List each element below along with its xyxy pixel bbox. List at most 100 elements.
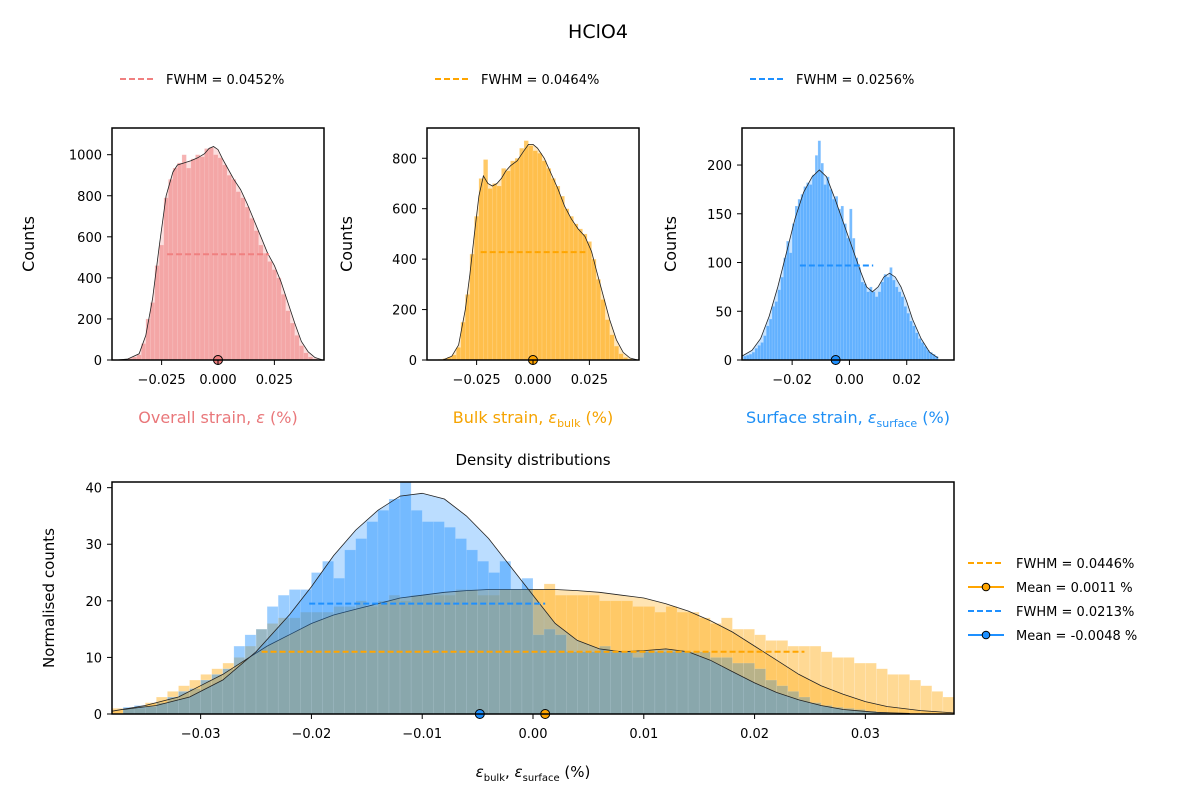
histogram-bar-bulk xyxy=(754,634,766,714)
y-tick-label: 400 xyxy=(392,253,417,268)
kde-line-bulk xyxy=(112,589,954,714)
density-title: Density distributions xyxy=(455,451,610,469)
histogram-bar-surface xyxy=(676,651,689,714)
x-tick-label: −0.025 xyxy=(453,373,501,388)
y-tick-label: 200 xyxy=(392,304,417,319)
y-tick-label: 800 xyxy=(392,152,417,167)
histogram-bar-surface xyxy=(344,549,356,714)
x-tick-label: 0.03 xyxy=(851,727,880,742)
y-tick-label: 200 xyxy=(77,313,102,328)
histogram-bar-bulk xyxy=(112,708,124,714)
histogram-bar-bulk xyxy=(776,640,789,714)
histogram-bar-bulk xyxy=(568,216,574,360)
histogram-bar-bulk xyxy=(931,691,944,714)
histogram-bar-surface xyxy=(577,651,589,714)
histogram-bar-bulk xyxy=(599,600,611,714)
bulk-xlabel: Bulk strain, εbulk (%) xyxy=(453,408,614,430)
y-tick-label: 10 xyxy=(85,651,102,666)
legend-label: Mean = 0.0011 % xyxy=(1016,581,1133,596)
x-tick-label: 0.025 xyxy=(571,373,608,388)
x-tick-label: −0.01 xyxy=(402,727,442,742)
histogram-bar-overall xyxy=(226,174,232,360)
y-tick-label: 1000 xyxy=(69,149,102,164)
histogram-bar-bulk xyxy=(942,696,954,714)
panel-bulk-plot-area xyxy=(438,140,637,360)
histogram-bar-surface xyxy=(167,696,179,714)
histogram-bar-surface xyxy=(444,527,456,714)
bulk-strain-chart: −0.025 0.000 0.025 0 200 400 600 800 Counts xyxy=(337,127,640,388)
x-tick-label: −0.02 xyxy=(772,373,812,388)
histogram-bar-surface xyxy=(133,705,146,714)
panel-density-plot-area xyxy=(112,482,954,714)
panel-surface-axes-frame xyxy=(741,127,955,361)
y-axis-label: Counts xyxy=(661,216,680,272)
histogram-bar-bulk xyxy=(909,679,922,714)
y-tick-label: 150 xyxy=(707,208,732,223)
x-tick-label: −0.025 xyxy=(138,373,186,388)
y-tick-label: 100 xyxy=(707,257,732,272)
y-tick-label: 0 xyxy=(724,354,732,369)
surface-strain-chart: −0.02 0.00 0.02 0 50 100 150 200 Counts xyxy=(661,127,955,388)
y-tick-label: 50 xyxy=(715,305,732,320)
legend-bulk: FWHM = 0.0464% xyxy=(435,73,599,88)
histogram-bar-surface xyxy=(820,705,833,714)
histogram-bar-surface xyxy=(521,577,534,714)
legend-surface: FWHM = 0.0256% xyxy=(750,73,914,88)
histogram-bar-surface xyxy=(588,651,600,714)
figure-title: HClO4 xyxy=(568,21,628,43)
histogram-bar-overall xyxy=(181,154,187,360)
histogram-bar-surface xyxy=(377,510,390,714)
density-legend: FWHM = 0.0446% Mean = 0.0011 % FWHM = 0.02… xyxy=(968,557,1137,644)
y-tick-label: 0 xyxy=(94,354,102,369)
y-tick-label: 200 xyxy=(707,159,732,174)
y-tick-label: 400 xyxy=(77,272,102,287)
y-tick-label: 600 xyxy=(77,231,102,246)
histogram-bar-surface xyxy=(532,634,545,714)
kde-line-bulk xyxy=(442,143,637,360)
y-tick-label: 0 xyxy=(409,354,417,369)
x-tick-label: 0.02 xyxy=(740,727,769,742)
histogram-bar-bulk xyxy=(200,674,212,714)
histogram-bar-surface xyxy=(543,628,556,714)
histogram-bar-bulk xyxy=(555,185,561,360)
histogram-bar-surface xyxy=(554,634,567,714)
histogram-bar-surface xyxy=(122,706,135,714)
x-tick-label: 0.025 xyxy=(256,373,293,388)
y-tick-label: 800 xyxy=(77,190,102,205)
histogram-bar-bulk xyxy=(266,623,279,714)
x-tick-label: 0.02 xyxy=(892,373,921,388)
legend-mean-marker xyxy=(981,582,991,592)
x-tick-label: 0.00 xyxy=(519,727,548,742)
panel-overall-plot-area xyxy=(116,146,322,360)
histogram-bar-bulk xyxy=(765,640,777,714)
y-tick-label: 600 xyxy=(392,203,417,218)
histogram-bar-bulk xyxy=(887,674,899,714)
histogram-bar-bulk xyxy=(820,651,833,714)
histogram-bar-surface xyxy=(399,482,412,714)
y-tick-label: 20 xyxy=(85,595,102,610)
histogram-bar-surface xyxy=(831,706,844,714)
histogram-bar-surface xyxy=(355,538,368,714)
x-tick-label: −0.02 xyxy=(291,727,331,742)
histogram-bar-surface xyxy=(410,510,423,714)
x-tick-label: 0.00 xyxy=(835,373,864,388)
histogram-bar-bulk xyxy=(654,611,667,714)
histogram-bar-bulk xyxy=(687,611,700,714)
legend-surface-label: FWHM = 0.0256% xyxy=(796,73,914,88)
legend-overall: FWHM = 0.0452% xyxy=(120,73,284,88)
y-axis-label: Normalised counts xyxy=(40,528,58,668)
histogram-bar-bulk xyxy=(322,611,334,714)
histogram-bar-bulk xyxy=(300,611,312,714)
legend-mean-marker xyxy=(981,630,991,640)
legend-label: FWHM = 0.0446% xyxy=(1016,557,1134,572)
kde-area-overall xyxy=(116,146,322,360)
histogram-bar-bulk xyxy=(865,662,877,714)
histogram-bar-surface xyxy=(798,696,811,714)
histogram-bar-bulk xyxy=(676,611,689,714)
x-tick-label: 0.000 xyxy=(199,373,236,388)
x-tick-label: 0.000 xyxy=(514,373,551,388)
histogram-bar-bulk xyxy=(523,140,529,360)
overall-xlabel: Overall strain, ε (%) xyxy=(138,408,297,427)
histogram-bar-bulk xyxy=(311,611,323,714)
histogram-bar-bulk xyxy=(600,299,606,360)
